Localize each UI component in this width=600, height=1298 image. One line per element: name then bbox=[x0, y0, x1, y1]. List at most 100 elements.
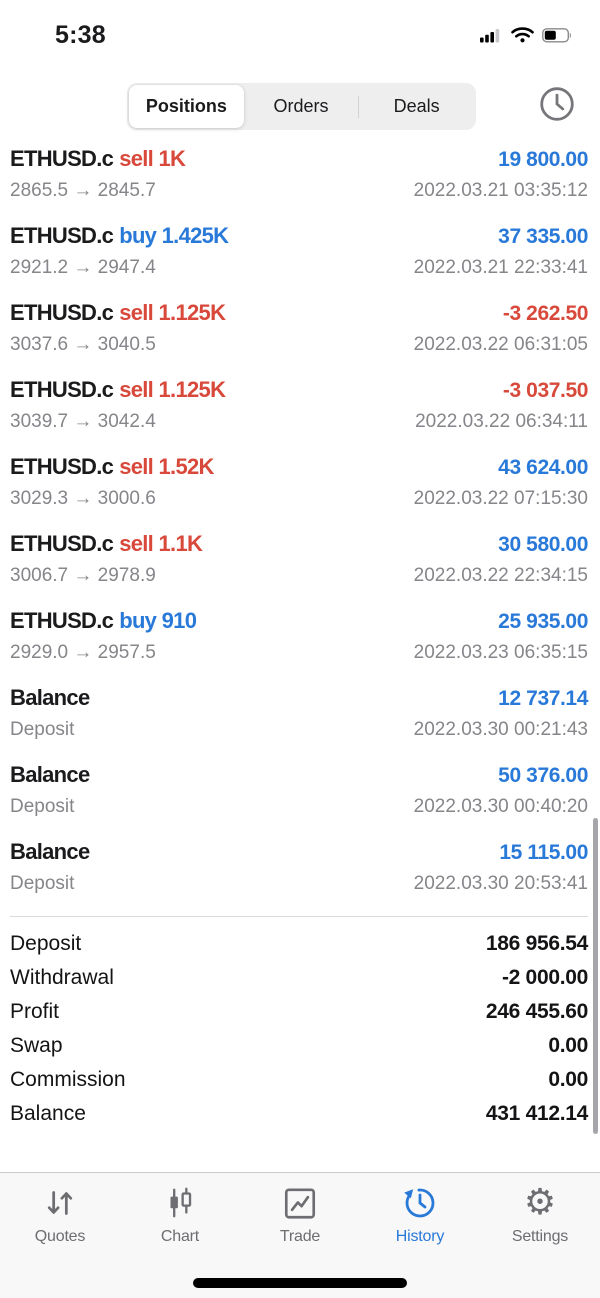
tab-trade[interactable]: Trade bbox=[240, 1184, 360, 1298]
gear-icon: ⚙ bbox=[523, 1182, 557, 1223]
row-symbol: ETHUSD.c buy 910 bbox=[10, 608, 197, 633]
summary-label: Withdrawal bbox=[10, 966, 114, 989]
row-prices: 3039.7 → 3042.4 bbox=[10, 411, 156, 432]
summary-label: Profit bbox=[10, 1000, 60, 1023]
tab-label: History bbox=[395, 1228, 445, 1245]
row-profit: 37 335.00 bbox=[498, 225, 588, 248]
tab-label: Quotes bbox=[34, 1228, 86, 1245]
home-indicator[interactable] bbox=[193, 1278, 407, 1288]
summary-label: Deposit bbox=[10, 932, 82, 955]
row-symbol: ETHUSD.c sell 1.125K bbox=[10, 377, 226, 402]
row-side: buy 910 bbox=[119, 608, 197, 633]
bottom-tab-bar: Quotes Chart Trade bbox=[0, 1172, 600, 1298]
row-side: sell 1.52K bbox=[119, 454, 214, 479]
tab-label: Settings bbox=[511, 1228, 569, 1245]
segment-divider bbox=[358, 95, 360, 118]
row-datetime: 2022.03.30 00:21:43 bbox=[413, 719, 588, 740]
history-row[interactable]: ETHUSD.c sell 1.52K 43 624.00 3029.3 → 30… bbox=[10, 454, 588, 510]
row-profit: 50 376.00 bbox=[498, 764, 588, 787]
summary-label: Commission bbox=[10, 1068, 126, 1091]
trade-chart-icon bbox=[281, 1184, 319, 1222]
row-datetime: 2022.03.22 06:31:05 bbox=[413, 334, 588, 355]
history-row[interactable]: ETHUSD.c sell 1.125K -3 037.50 3039.7 → 3… bbox=[10, 377, 588, 433]
row-symbol: Balance bbox=[10, 685, 90, 710]
status-icons bbox=[480, 27, 573, 48]
row-profit: 30 580.00 bbox=[498, 533, 588, 556]
account-summary: Deposit 186 956.54 Withdrawal -2 000.00 … bbox=[10, 916, 588, 1131]
history-row[interactable]: Balance 50 376.00 Deposit 2022.03.30 00:… bbox=[10, 762, 588, 818]
row-prices: Deposit bbox=[10, 796, 75, 817]
row-side: sell 1.1K bbox=[119, 531, 203, 556]
row-prices: 2921.2 → 2947.4 bbox=[10, 257, 156, 278]
wifi-icon bbox=[511, 27, 534, 48]
row-side: sell 1.125K bbox=[119, 377, 226, 402]
row-prices: 2865.5 → 2845.7 bbox=[10, 180, 156, 201]
summary-value: 246 455.60 bbox=[485, 1000, 588, 1023]
row-datetime: 2022.03.30 20:53:41 bbox=[413, 873, 588, 894]
row-prices: 3037.6 → 3040.5 bbox=[10, 334, 156, 355]
row-side: sell 1K bbox=[119, 146, 186, 171]
quotes-arrows-icon bbox=[41, 1184, 79, 1222]
row-profit: -3 262.50 bbox=[502, 302, 589, 325]
clock-icon bbox=[538, 85, 576, 128]
tab-quotes[interactable]: Quotes bbox=[0, 1184, 120, 1298]
scrollbar[interactable] bbox=[593, 818, 598, 1134]
summary-label: Balance bbox=[10, 1102, 86, 1125]
row-datetime: 2022.03.22 22:34:15 bbox=[413, 565, 588, 586]
history-header: Positions Orders Deals bbox=[0, 83, 600, 130]
row-symbol: Balance bbox=[10, 762, 90, 787]
row-symbol: ETHUSD.c buy 1.425K bbox=[10, 223, 229, 248]
row-profit: 43 624.00 bbox=[498, 456, 588, 479]
row-symbol: ETHUSD.c sell 1K bbox=[10, 146, 186, 171]
summary-value: 186 956.54 bbox=[485, 932, 588, 955]
row-profit: 25 935.00 bbox=[498, 610, 588, 633]
history-segmented-control: Positions Orders Deals bbox=[127, 83, 476, 130]
tab-settings[interactable]: ⚙ Settings bbox=[480, 1184, 600, 1298]
row-datetime: 2022.03.23 06:35:15 bbox=[413, 642, 588, 663]
tab-history[interactable]: History bbox=[360, 1184, 480, 1298]
tab-chart[interactable]: Chart bbox=[120, 1184, 240, 1298]
row-profit: 12 737.14 bbox=[498, 687, 588, 710]
row-profit: 15 115.00 bbox=[499, 841, 588, 864]
cellular-signal-icon bbox=[480, 28, 503, 48]
history-list: ETHUSD.c sell 1K 19 800.00 2865.5 → 2845.… bbox=[0, 130, 600, 895]
history-row[interactable]: ETHUSD.c sell 1.1K 30 580.00 3006.7 → 297… bbox=[10, 531, 588, 587]
row-datetime: 2022.03.22 07:15:30 bbox=[413, 488, 588, 509]
summary-label: Swap bbox=[10, 1034, 63, 1057]
row-datetime: 2022.03.21 03:35:12 bbox=[413, 180, 588, 201]
row-datetime: 2022.03.22 06:34:11 bbox=[415, 411, 588, 432]
history-row[interactable]: ETHUSD.c sell 1.125K -3 262.50 3037.6 → 3… bbox=[10, 300, 588, 356]
row-prices: Deposit bbox=[10, 719, 75, 740]
tab-positions[interactable]: Positions bbox=[129, 85, 244, 128]
status-bar: 5:38 bbox=[0, 0, 600, 60]
history-row[interactable]: ETHUSD.c buy 1.425K 37 335.00 2921.2 → 29… bbox=[10, 223, 588, 279]
row-symbol: ETHUSD.c sell 1.125K bbox=[10, 300, 226, 325]
row-symbol: Balance bbox=[10, 839, 90, 864]
summary-value: 0.00 bbox=[548, 1034, 588, 1057]
history-row[interactable]: Balance 15 115.00 Deposit 2022.03.30 20:… bbox=[10, 839, 588, 895]
time-interval-button[interactable] bbox=[538, 85, 576, 128]
row-side: buy 1.425K bbox=[119, 223, 229, 248]
row-profit: -3 037.50 bbox=[502, 379, 589, 402]
row-datetime: 2022.03.30 00:40:20 bbox=[413, 796, 588, 817]
tab-label: Chart bbox=[160, 1228, 200, 1245]
row-profit: 19 800.00 bbox=[498, 148, 588, 171]
summary-value: -2 000.00 bbox=[501, 966, 588, 989]
row-datetime: 2022.03.21 22:33:41 bbox=[413, 257, 588, 278]
tab-label: Trade bbox=[279, 1228, 321, 1245]
history-row[interactable]: ETHUSD.c buy 910 25 935.00 2929.0 → 2957.… bbox=[10, 608, 588, 664]
row-prices: 2929.0 → 2957.5 bbox=[10, 642, 156, 663]
row-prices: Deposit bbox=[10, 873, 75, 894]
row-symbol: ETHUSD.c sell 1.52K bbox=[10, 454, 214, 479]
tab-orders[interactable]: Orders bbox=[273, 96, 329, 116]
tab-deals[interactable]: Deals bbox=[393, 96, 440, 116]
candlestick-icon bbox=[161, 1184, 199, 1222]
summary-value: 0.00 bbox=[548, 1068, 588, 1091]
history-clock-icon bbox=[401, 1184, 439, 1222]
history-row[interactable]: ETHUSD.c sell 1K 19 800.00 2865.5 → 2845.… bbox=[10, 146, 588, 202]
history-row[interactable]: Balance 12 737.14 Deposit 2022.03.30 00:… bbox=[10, 685, 588, 741]
row-prices: 3006.7 → 2978.9 bbox=[10, 565, 156, 586]
row-prices: 3029.3 → 3000.6 bbox=[10, 488, 156, 509]
row-symbol: ETHUSD.c sell 1.1K bbox=[10, 531, 203, 556]
battery-icon bbox=[542, 27, 573, 48]
